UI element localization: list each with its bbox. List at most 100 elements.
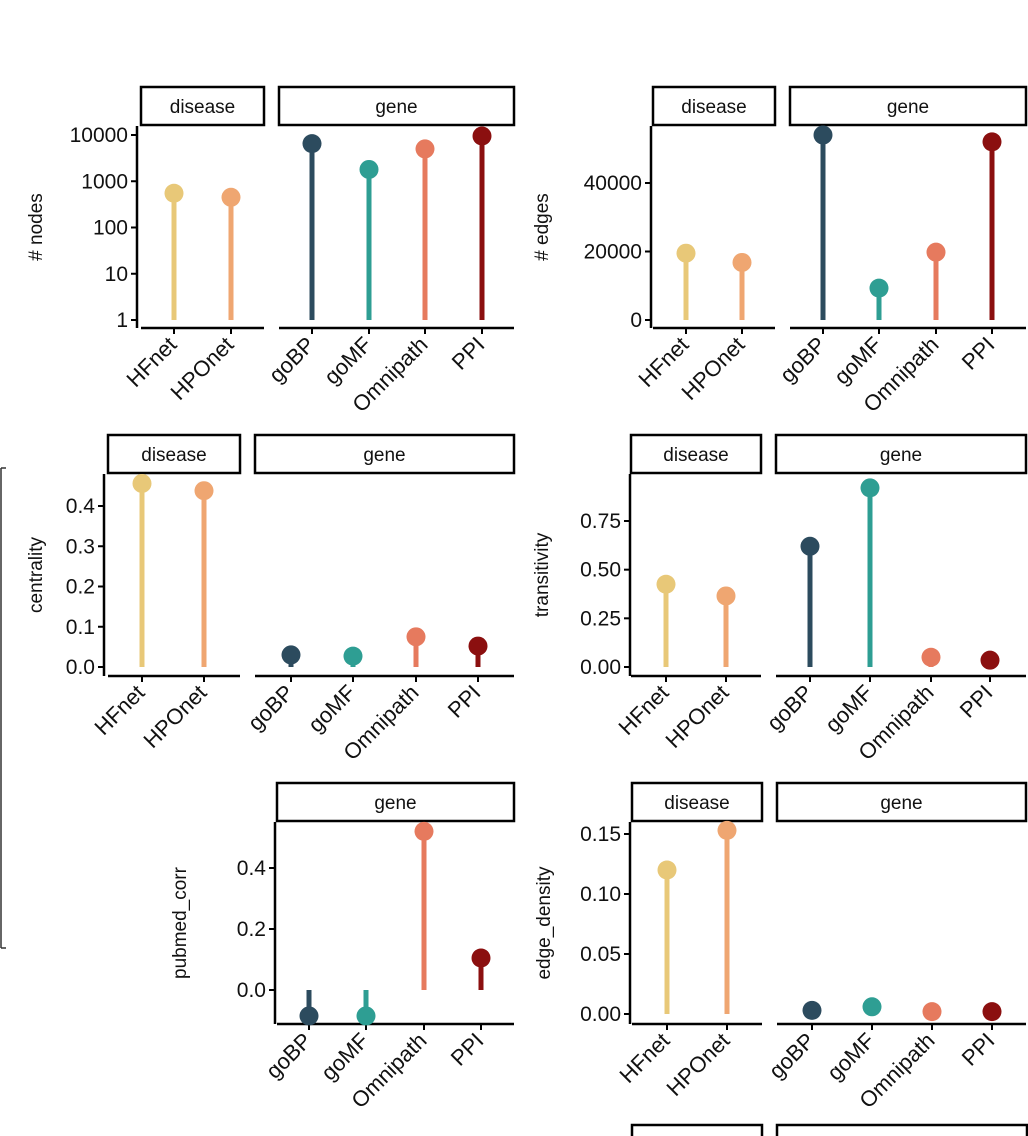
facet-strip-gene (275, 781, 516, 823)
lollipop-point-Omnipath (414, 821, 434, 841)
facet-strip-gene (277, 85, 516, 127)
facet-label: gene (375, 97, 417, 118)
lollipop-point-HPOnet (732, 252, 752, 272)
panel-centrality: centrality 0.0 0.1 0.2 0.3 0.4 disease HFnetHPO… (26, 433, 516, 765)
x-tick-label-goMF: goMF (303, 680, 360, 737)
facet-label: disease (663, 445, 729, 466)
y-tick-label: 0.15 (580, 823, 621, 846)
lollipop-point-Omnipath (922, 1002, 942, 1022)
facet-label: disease (664, 793, 730, 814)
y-tick-label: 0.4 (237, 857, 267, 880)
y-tick-label: 0 (630, 309, 642, 332)
x-tick-label-goBP: goBP (264, 332, 320, 388)
lollipop-point-goBP (802, 1000, 822, 1020)
y-tick-label: 0.1 (66, 616, 95, 639)
lollipop-point-goBP (299, 1006, 319, 1026)
y-tick-label: 0.2 (237, 918, 266, 941)
lollipop-point-Omnipath (415, 139, 435, 159)
facet-label: gene (374, 793, 416, 814)
lollipop-point-goMF (869, 278, 889, 298)
facet-strip-disease (651, 85, 777, 127)
x-tick-label-goBP: goBP (261, 1028, 317, 1084)
facet-strip-gene (775, 781, 1028, 823)
y-tick-label: 0.2 (66, 576, 95, 599)
facet-label: disease (681, 97, 747, 118)
lollipop-point-goMF (862, 997, 882, 1017)
lollipop-point-goBP (800, 536, 820, 556)
lollipop-point-Omnipath (921, 647, 941, 667)
y-tick-label: 10 (105, 263, 128, 286)
y-tick-label: 10000 (70, 124, 128, 147)
x-tick-label-PPI: PPI (447, 332, 490, 375)
panel-transitivity: transitivity0.000.250.500.75diseaseHFnet… (532, 433, 1028, 765)
facet-strip-gene (253, 433, 516, 475)
lollipop-point-HFnet (132, 473, 152, 493)
y-axis-title: # nodes (26, 193, 47, 261)
x-tick-label-HPOnet: HPOnet (166, 332, 239, 405)
lollipop-point-HPOnet (194, 481, 214, 501)
lollipop-point-HPOnet (717, 820, 737, 840)
facet-label: gene (887, 97, 929, 118)
y-tick-label: 0.50 (580, 559, 621, 582)
y-tick-label: 0.3 (66, 535, 95, 558)
x-tick-label-HPOnet: HPOnet (662, 1028, 735, 1101)
y-axis-title: centrality (26, 536, 47, 613)
x-tick-label-goBP: goBP (762, 680, 818, 736)
y-tick-label: 20000 (584, 241, 642, 264)
x-tick-label-PPI: PPI (443, 680, 486, 723)
lollipop-point-PPI (471, 948, 491, 968)
y-tick-label: 0.0 (66, 656, 95, 679)
panel-edges: # edges02000040000diseaseHFnetHPOnetgene… (532, 85, 1028, 417)
x-tick-label-goMF: goMF (822, 1028, 879, 1085)
x-tick-label-HPOnet: HPOnet (139, 680, 212, 753)
facet-strip-disease (630, 781, 764, 823)
y-axis-title: edge_density (534, 866, 555, 980)
x-tick-label-goBP: goBP (243, 680, 299, 736)
x-tick-label-HPOnet: HPOnet (661, 680, 734, 753)
x-tick-label-PPI: PPI (957, 1028, 1000, 1071)
y-tick-label: 0.4 (66, 495, 96, 518)
facet-label: disease (141, 445, 207, 466)
y-tick-label: 40000 (584, 172, 642, 195)
cropped-strip-gene (775, 1123, 1028, 1136)
lollipop-point-HPOnet (716, 586, 736, 606)
y-axis-title: # edges (532, 193, 553, 261)
y-tick-label: 0.00 (580, 656, 621, 679)
x-tick-label-goBP: goBP (775, 332, 831, 388)
y-tick-label: 0.05 (580, 943, 621, 966)
lollipop-point-PPI (980, 650, 1000, 670)
facet-strip-disease (106, 433, 242, 475)
lollipop-point-HFnet (164, 183, 184, 203)
facet-label: gene (880, 445, 922, 466)
x-tick-label-PPI: PPI (955, 680, 998, 723)
x-tick-label-goMF: goMF (820, 680, 877, 737)
facet-label: gene (363, 445, 405, 466)
facet-label: gene (880, 793, 922, 814)
lollipop-point-PPI (982, 132, 1002, 152)
lollipop-point-HFnet (676, 243, 696, 263)
x-tick-label-goBP: goBP (764, 1028, 820, 1084)
lollipop-point-PPI (468, 636, 488, 656)
facet-strip-gene (774, 433, 1028, 475)
lollipop-point-HFnet (657, 860, 677, 880)
facet-strip-disease (629, 433, 763, 475)
y-tick-label: 0.0 (237, 979, 266, 1002)
y-axis-title: transitivity (532, 532, 553, 617)
lollipop-point-goBP (281, 645, 301, 665)
lollipop-point-goBP (813, 125, 833, 145)
lollipop-point-PPI (472, 126, 492, 146)
y-tick-label: 0.75 (580, 510, 621, 533)
lollipop-point-goMF (860, 478, 880, 498)
x-tick-label-HFnet: HFnet (89, 680, 149, 740)
y-tick-label: 0.25 (580, 607, 621, 630)
left-edge-bracket (0, 467, 6, 949)
y-tick-label: 1 (116, 309, 128, 332)
panel-edge_density: edge_density0.000.050.100.15diseaseHFnet… (534, 781, 1028, 1113)
lollipop-point-PPI (982, 1002, 1002, 1022)
lollipop-point-HFnet (656, 574, 676, 594)
facet-label: disease (170, 97, 236, 118)
facet-strip-gene (788, 85, 1028, 127)
x-tick-label-PPI: PPI (957, 332, 1000, 375)
